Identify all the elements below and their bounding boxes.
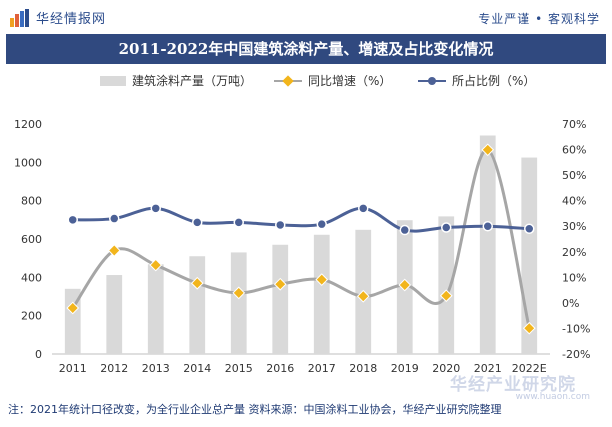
y-left-tick-label: 200 [21,310,42,323]
y-left-tick-label: 400 [21,271,42,284]
marker-growth [273,277,287,291]
marker-growth [315,273,329,286]
y-right-tick-label: 60% [562,144,586,157]
x-tick-label: 2012 [100,362,128,375]
chart-canvas: 0 200 400 600 800 1000 1200 -20% -10% 0% 10% 20% 30%… [14,118,590,375]
brand-logo-icon [10,8,29,27]
x-tick-label: 2011 [59,362,87,375]
brand: 华经情报网 [10,8,106,27]
y-left-tick-label: 1000 [14,156,42,169]
bar-production [479,135,496,354]
y-right-tick-label: 40% [562,195,586,208]
marker-share [316,218,327,230]
marker-growth [190,276,204,290]
x-tick-label: 2017 [308,362,336,375]
x-tick-label: 2016 [266,362,294,375]
x-tick-label: 2022E [512,362,547,375]
watermark-url: www.huaon.com [515,392,590,402]
marker-growth [149,258,163,272]
marker-share [358,203,369,214]
y-left-tick-label: 600 [21,233,42,246]
marker-share [482,220,493,232]
y-left-tick-label: 1200 [14,118,42,131]
x-tick-label: 2018 [349,362,377,375]
marker-growth [398,278,412,292]
x-tick-label: 2014 [183,362,211,375]
marker-share [441,222,452,233]
chart-legend: 建筑涂料产量（万吨） 同比增速（%） 所占比例（%） [0,68,612,92]
marker-growth [356,289,370,303]
marker-growth [232,286,246,300]
bar-production [438,216,455,354]
marker-share [109,213,120,224]
marker-share [524,223,535,235]
legend-swatch-share [418,75,446,87]
marker-share [192,217,203,228]
bar-production [189,256,206,354]
legend-item-share: 所占比例（%） [418,72,535,89]
marker-growth [439,289,453,303]
y-left-tick-label: 800 [21,195,42,208]
bar-production [147,264,164,354]
x-tick-label: 2020 [432,362,460,375]
line-share [72,206,530,233]
marker-growth [522,321,536,335]
y-right-tick-label: 20% [562,246,586,259]
title-bar: 2011-2022年中国建筑涂料产量、增速及占比变化情况 [6,34,606,64]
marker-growth [66,301,80,315]
marker-growth [481,143,495,157]
bar-production [230,252,247,354]
y-right-tick-label: 50% [562,169,586,182]
bar-production [106,275,123,354]
marker-share [399,224,410,236]
bar-production [64,288,81,354]
marker-share [150,203,161,214]
marker-share [233,217,244,228]
x-tick-label: 2015 [225,362,253,375]
y-right-tick-label: 30% [562,220,586,233]
x-tick-label: 2021 [474,362,502,375]
slogan: 专业严谨 • 客观科学 [478,12,600,26]
y-right-tick-label: 0% [562,297,579,310]
legend-label-share: 所占比例（%） [452,74,536,88]
bar-production [272,244,289,354]
y-right-tick-label: 10% [562,271,586,284]
x-tick-label: 2013 [142,362,170,375]
legend-label-growth: 同比增速（%） [308,74,392,88]
marker-growth [107,244,121,257]
footer: 注：2021年统计口径改变，为全行业企业总产量 资料来源：中国涂料工业协会，华经… [0,396,612,422]
brand-name: 华经情报网 [36,12,107,27]
marker-share [275,219,286,231]
watermark-text: 华经产业研究院 [450,375,576,395]
legend-item-production: 建筑涂料产量（万吨） [100,72,252,89]
y-right-tick-label: 70% [562,118,586,131]
x-tick-label: 2019 [391,362,419,375]
header-bar: 华经情报网 专业严谨 • 客观科学 [0,0,612,34]
legend-label-production: 建筑涂料产量（万吨） [132,74,253,88]
legend-swatch-bar [100,75,126,86]
source-note: 注：2021年统计口径改变，为全行业企业总产量 资料来源：中国涂料工业协会，华经… [8,403,502,416]
legend-swatch-growth [274,74,302,87]
chart-title: 2011-2022年中国建筑涂料产量、增速及占比变化情况 [118,40,494,58]
y-right-tick-label: -20% [562,348,590,361]
line-growth [71,148,531,329]
bar-production [313,234,330,354]
y-left-tick-label: 0 [35,348,42,361]
y-right-tick-label: -10% [562,322,590,335]
legend-item-growth: 同比增速（%） [274,72,391,89]
marker-share [67,214,78,226]
